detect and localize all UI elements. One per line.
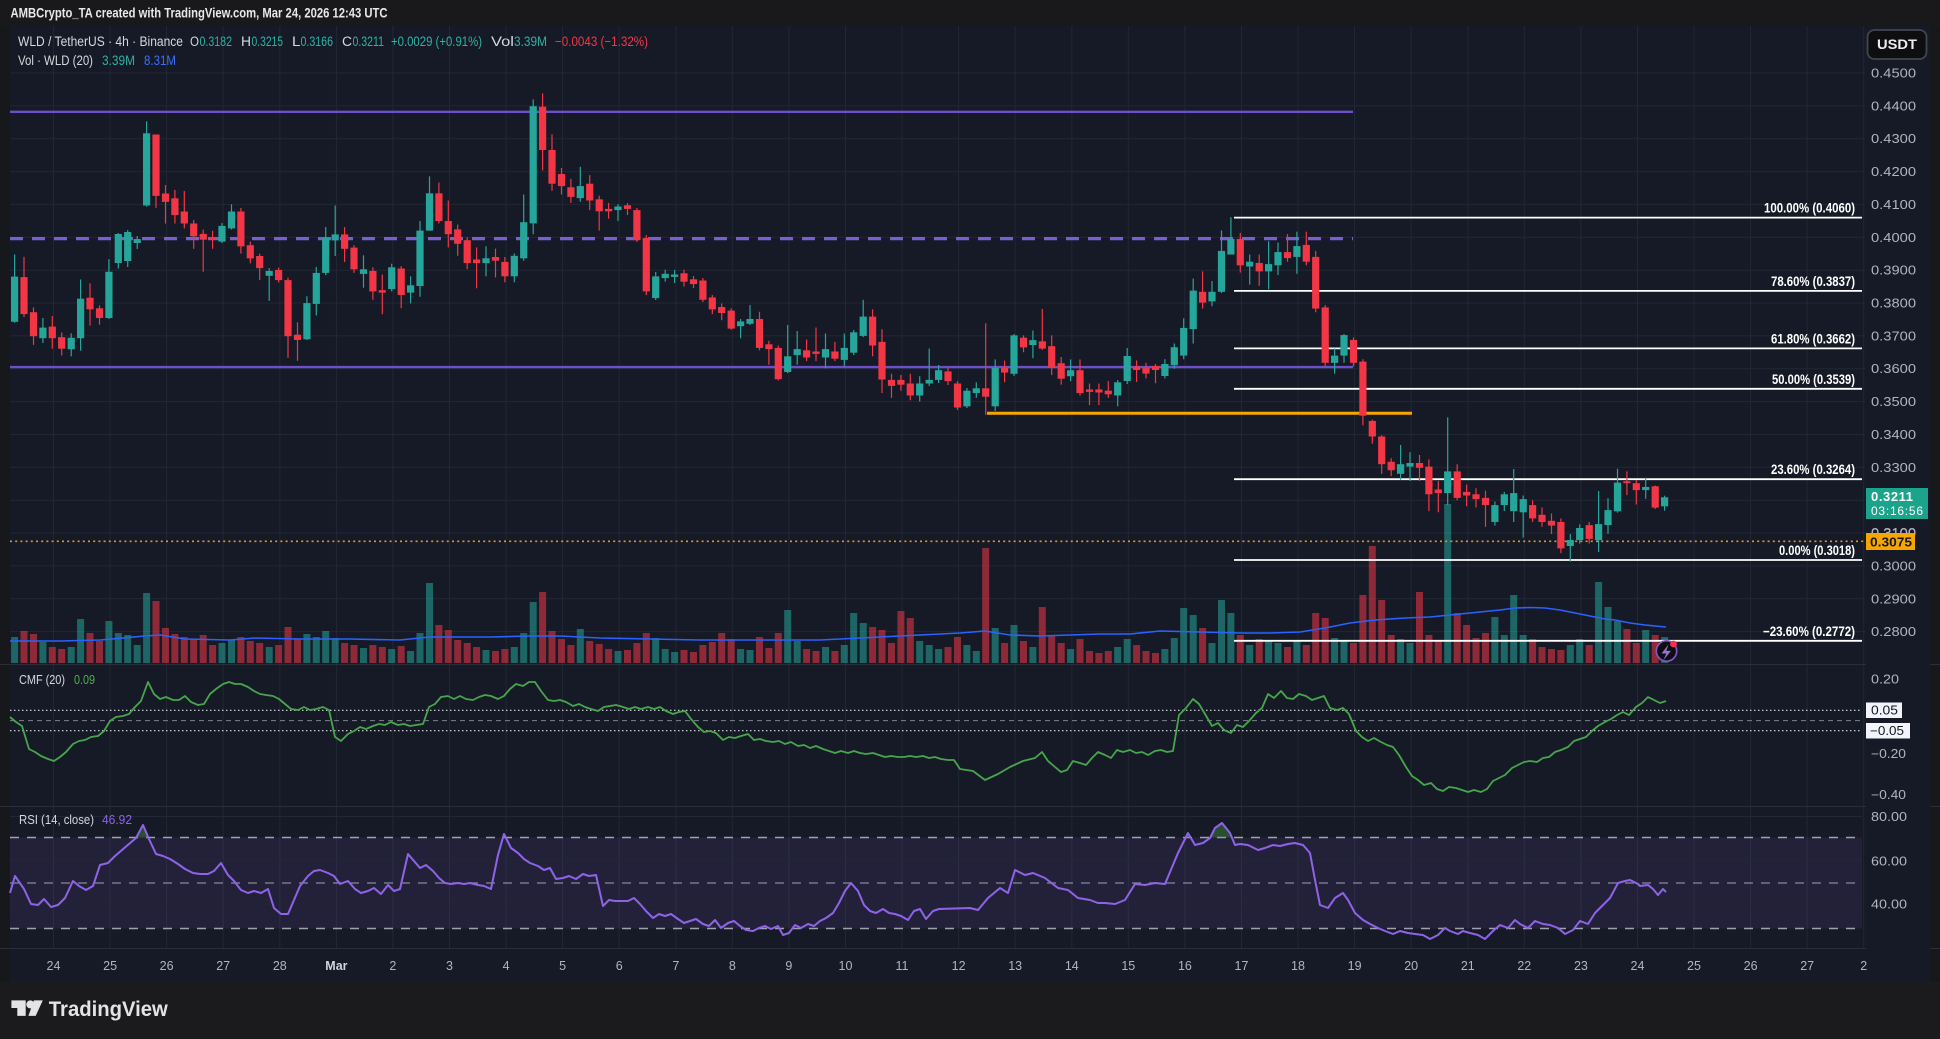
svg-text:46.92: 46.92 (102, 813, 132, 827)
svg-text:4: 4 (503, 959, 510, 973)
svg-text:0.2900: 0.2900 (1871, 592, 1916, 606)
svg-text:0.3800: 0.3800 (1871, 297, 1916, 311)
svg-text:0.3400: 0.3400 (1871, 428, 1916, 442)
svg-text:0.09: 0.09 (74, 673, 95, 687)
svg-text:50.00% (0.3539): 50.00% (0.3539) (1772, 372, 1855, 387)
svg-text:3.39M: 3.39M (514, 34, 547, 49)
svg-text:0.3600: 0.3600 (1871, 362, 1916, 376)
svg-text:−0.0043 (−1.32%): −0.0043 (−1.32%) (555, 34, 648, 49)
svg-text:0.4100: 0.4100 (1871, 198, 1916, 212)
svg-text:AMBCrypto_TA created with Trad: AMBCrypto_TA created with TradingView.co… (11, 5, 388, 21)
svg-text:27: 27 (1800, 959, 1814, 973)
svg-text:0.3700: 0.3700 (1871, 329, 1916, 343)
svg-text:15: 15 (1121, 959, 1135, 973)
svg-text:9: 9 (785, 959, 792, 973)
svg-text:23: 23 (1574, 959, 1588, 973)
svg-text:40.00: 40.00 (1871, 898, 1907, 912)
svg-text:61.80% (0.3662): 61.80% (0.3662) (1771, 331, 1855, 346)
svg-text:Vol: Vol (491, 34, 514, 49)
svg-text:0.4500: 0.4500 (1871, 67, 1916, 81)
svg-text:24: 24 (1631, 959, 1645, 973)
svg-text:+0.0029 (+0.91%): +0.0029 (+0.91%) (391, 34, 482, 49)
svg-text:8: 8 (729, 959, 736, 973)
svg-text:21: 21 (1461, 959, 1475, 973)
svg-text:0.4400: 0.4400 (1871, 99, 1916, 113)
svg-text:6: 6 (616, 959, 623, 973)
svg-text:18: 18 (1291, 959, 1305, 973)
svg-text:0.2800: 0.2800 (1871, 625, 1916, 639)
svg-text:0.3211: 0.3211 (353, 34, 385, 49)
svg-text:28: 28 (273, 959, 287, 973)
svg-text:−0.40: −0.40 (1871, 788, 1906, 802)
svg-text:0.3215: 0.3215 (252, 34, 284, 49)
svg-text:20: 20 (1404, 959, 1418, 973)
svg-text:3: 3 (446, 959, 453, 973)
svg-text:0.3075: 0.3075 (1870, 536, 1912, 550)
svg-text:0.3500: 0.3500 (1871, 395, 1916, 409)
svg-text:25: 25 (1687, 959, 1701, 973)
svg-text:RSI (14, close): RSI (14, close) (19, 813, 94, 827)
svg-text:CMF (20): CMF (20) (19, 673, 65, 687)
svg-text:USDT: USDT (1877, 37, 1918, 52)
svg-text:5: 5 (559, 959, 566, 973)
svg-text:0.4000: 0.4000 (1871, 231, 1916, 245)
svg-text:TradingView: TradingView (49, 998, 169, 1021)
svg-text:27: 27 (216, 959, 230, 973)
svg-text:26: 26 (160, 959, 174, 973)
svg-text:−0.20: −0.20 (1871, 747, 1906, 761)
svg-text:13: 13 (1008, 959, 1022, 973)
svg-text:0.20: 0.20 (1871, 673, 1899, 687)
svg-text:0.3300: 0.3300 (1871, 461, 1916, 475)
svg-text:0.3166: 0.3166 (301, 34, 334, 49)
svg-text:14: 14 (1065, 959, 1079, 973)
svg-text:19: 19 (1348, 959, 1362, 973)
svg-text:0.3000: 0.3000 (1871, 559, 1916, 573)
svg-text:11: 11 (896, 959, 909, 973)
svg-text:H: H (241, 34, 251, 49)
svg-text:WLD / TetherUS · 4h · Binance: WLD / TetherUS · 4h · Binance (18, 34, 183, 49)
svg-text:0.3211: 0.3211 (1871, 489, 1913, 504)
svg-text:16: 16 (1178, 959, 1192, 973)
svg-text:60.00: 60.00 (1871, 855, 1907, 869)
svg-text:3.39M: 3.39M (102, 53, 135, 68)
svg-text:−0.05: −0.05 (1870, 724, 1904, 738)
svg-text:Vol · WLD (20): Vol · WLD (20) (18, 53, 93, 68)
svg-text:0.4200: 0.4200 (1871, 165, 1916, 179)
svg-text:24: 24 (47, 959, 61, 973)
svg-text:O: O (190, 34, 199, 49)
svg-text:80.00: 80.00 (1871, 810, 1907, 824)
svg-text:23.60% (0.3264): 23.60% (0.3264) (1771, 462, 1855, 477)
svg-text:17: 17 (1235, 959, 1249, 973)
svg-text:0.3900: 0.3900 (1871, 264, 1916, 278)
svg-text:0.00% (0.3018): 0.00% (0.3018) (1779, 543, 1855, 558)
svg-text:26: 26 (1744, 959, 1758, 973)
svg-text:Mar: Mar (325, 959, 347, 973)
svg-text:7: 7 (672, 959, 679, 973)
svg-text:2: 2 (1860, 959, 1867, 973)
svg-text:0.05: 0.05 (1871, 704, 1898, 718)
svg-text:C: C (342, 34, 352, 49)
svg-text:03:16:56: 03:16:56 (1871, 504, 1923, 518)
svg-text:L: L (292, 34, 301, 49)
svg-text:−23.60% (0.2772): −23.60% (0.2772) (1763, 624, 1855, 639)
svg-text:8.31M: 8.31M (144, 53, 176, 68)
svg-text:0.3182: 0.3182 (200, 34, 233, 49)
svg-text:25: 25 (103, 959, 117, 973)
svg-text:100.00% (0.4060): 100.00% (0.4060) (1764, 201, 1855, 216)
svg-text:10: 10 (839, 959, 853, 973)
svg-text:78.60% (0.3837): 78.60% (0.3837) (1771, 274, 1855, 289)
svg-text:12: 12 (952, 959, 966, 973)
svg-text:22: 22 (1517, 959, 1531, 973)
svg-text:0.4300: 0.4300 (1871, 132, 1916, 146)
svg-text:2: 2 (389, 959, 396, 973)
